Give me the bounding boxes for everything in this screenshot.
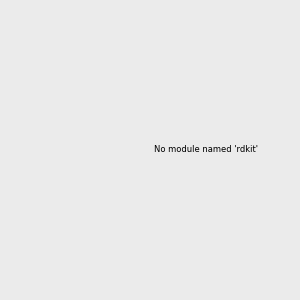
Text: No module named 'rdkit': No module named 'rdkit' [154,145,258,154]
